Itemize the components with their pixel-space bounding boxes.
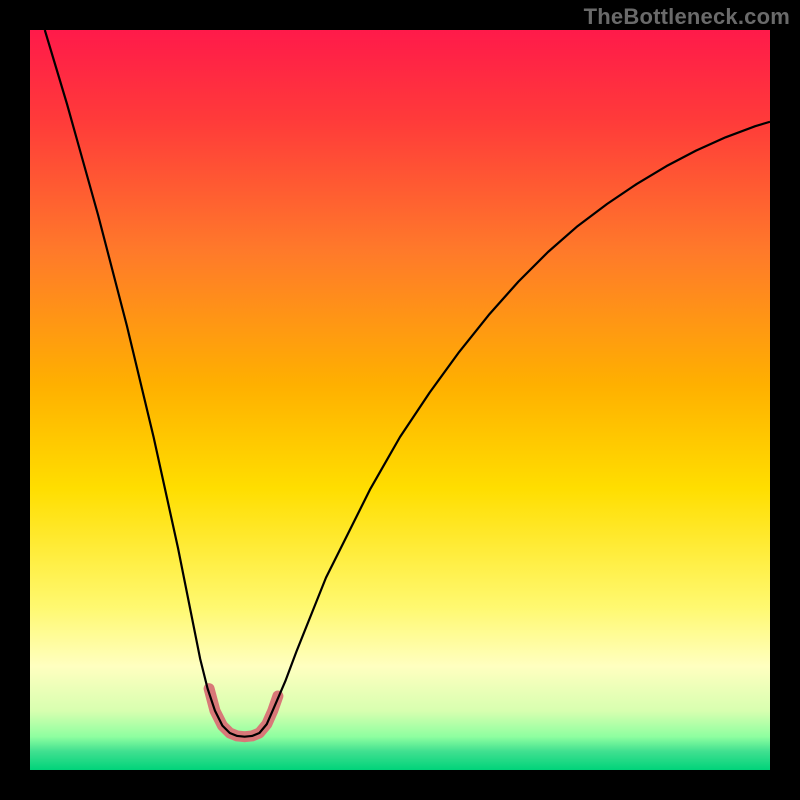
- watermark-text: TheBottleneck.com: [584, 4, 790, 30]
- plot-area: [30, 30, 770, 770]
- bottleneck-curve: [45, 30, 770, 737]
- bottom-marker-line: [209, 689, 278, 737]
- chart-canvas: TheBottleneck.com: [0, 0, 800, 800]
- curve-layer: [30, 30, 770, 770]
